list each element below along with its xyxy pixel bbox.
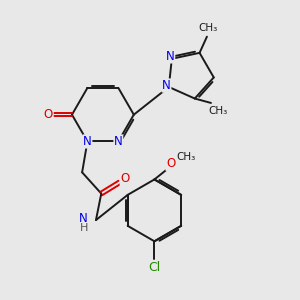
Text: H: H	[80, 223, 88, 233]
Text: N: N	[83, 135, 92, 148]
Text: O: O	[120, 172, 130, 185]
Text: O: O	[166, 157, 175, 170]
Text: N: N	[166, 50, 175, 63]
Text: N: N	[162, 79, 171, 92]
Text: Cl: Cl	[148, 261, 160, 274]
Text: CH₃: CH₃	[176, 152, 196, 162]
Text: N: N	[114, 135, 123, 148]
Text: CH₃: CH₃	[198, 23, 217, 33]
Text: N: N	[79, 212, 88, 225]
Text: CH₃: CH₃	[209, 106, 228, 116]
Text: O: O	[44, 108, 53, 121]
